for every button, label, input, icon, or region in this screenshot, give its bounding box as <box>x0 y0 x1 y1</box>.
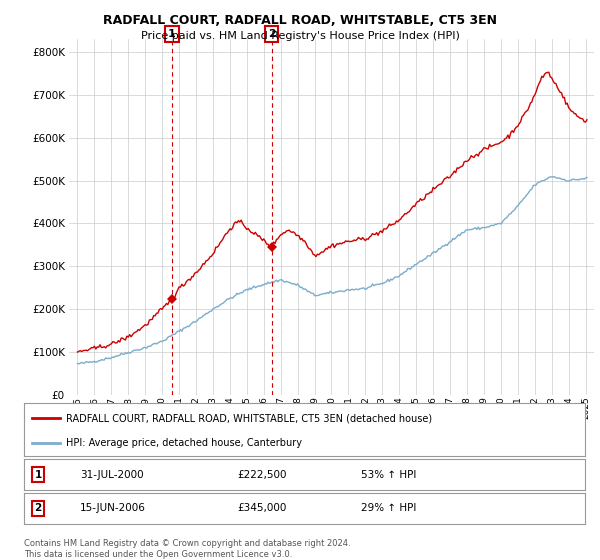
Text: HPI: Average price, detached house, Canterbury: HPI: Average price, detached house, Cant… <box>66 438 302 448</box>
Text: 1: 1 <box>34 470 41 479</box>
Text: 53% ↑ HPI: 53% ↑ HPI <box>361 470 416 479</box>
Text: £222,500: £222,500 <box>237 470 287 479</box>
Text: 31-JUL-2000: 31-JUL-2000 <box>80 470 144 479</box>
Text: RADFALL COURT, RADFALL ROAD, WHITSTABLE, CT5 3EN (detached house): RADFALL COURT, RADFALL ROAD, WHITSTABLE,… <box>66 413 432 423</box>
Text: 15-JUN-2006: 15-JUN-2006 <box>80 503 146 513</box>
Text: Contains HM Land Registry data © Crown copyright and database right 2024.
This d: Contains HM Land Registry data © Crown c… <box>24 539 350 559</box>
Text: 2: 2 <box>268 29 275 39</box>
Text: Price paid vs. HM Land Registry's House Price Index (HPI): Price paid vs. HM Land Registry's House … <box>140 31 460 41</box>
Text: £345,000: £345,000 <box>237 503 287 513</box>
Text: 2: 2 <box>34 503 41 513</box>
Text: 29% ↑ HPI: 29% ↑ HPI <box>361 503 416 513</box>
Text: 1: 1 <box>168 29 176 39</box>
Text: RADFALL COURT, RADFALL ROAD, WHITSTABLE, CT5 3EN: RADFALL COURT, RADFALL ROAD, WHITSTABLE,… <box>103 14 497 27</box>
